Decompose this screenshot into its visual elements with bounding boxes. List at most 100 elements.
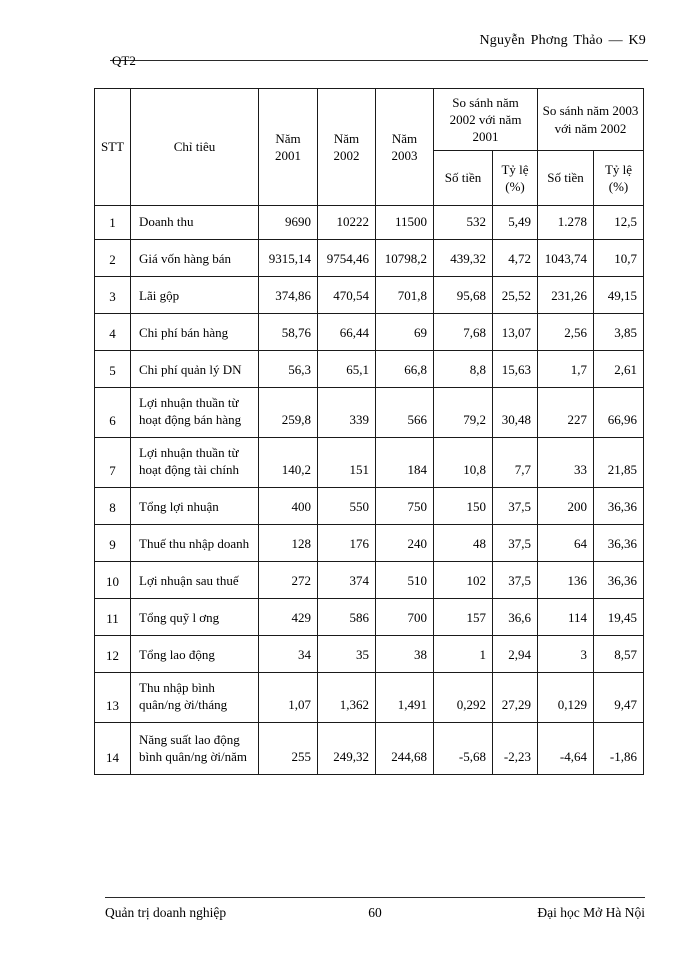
cell-so-tien-03-vs-02: 114 xyxy=(537,598,594,636)
cell-ty-le-02-vs-01: 30,48 xyxy=(492,387,538,438)
cell-stt: 10 xyxy=(94,561,131,599)
cell-so-tien-02-vs-01: 439,32 xyxy=(433,239,493,277)
cell-ty-le-02-vs-01: 2,94 xyxy=(492,635,538,673)
cell-so-tien-02-vs-01: 48 xyxy=(433,524,493,562)
cell-so-tien-02-vs-01: -5,68 xyxy=(433,722,493,775)
cell-nam-2001: 374,86 xyxy=(258,276,318,314)
cell-chi-tieu: Chi phí bán hàng xyxy=(130,313,259,351)
table-row: 5 Chi phí quản lý DN 56,3 65,1 66,8 8,8 15,63 1… xyxy=(94,350,644,388)
cell-ty-le-03-vs-02: 12,5 xyxy=(593,205,644,240)
cell-stt: 8 xyxy=(94,487,131,525)
cell-so-tien-03-vs-02: 0,129 xyxy=(537,672,594,723)
cell-nam-2001: 259,8 xyxy=(258,387,318,438)
header-stt: STT xyxy=(94,88,131,206)
header-rule xyxy=(110,60,648,61)
cell-so-tien-02-vs-01: 95,68 xyxy=(433,276,493,314)
cell-nam-2003: 566 xyxy=(375,387,434,438)
table-row: 2 Giá vốn hàng bán 9315,14 9754,46 10798,2 43… xyxy=(94,239,644,277)
cell-ty-le-03-vs-02: 3,85 xyxy=(593,313,644,351)
cell-so-tien-03-vs-02: 1043,74 xyxy=(537,239,594,277)
cell-nam-2002: 66,44 xyxy=(317,313,376,351)
cell-stt: 13 xyxy=(94,672,131,723)
cell-ty-le-03-vs-02: 9,47 xyxy=(593,672,644,723)
cell-so-tien-03-vs-02: 231,26 xyxy=(537,276,594,314)
header-chi-tieu: Chỉ tiêu xyxy=(130,88,259,206)
page-footer: Quản trị doanh nghiệp 60 Đại học Mở Hà N… xyxy=(105,905,645,921)
cell-so-tien-03-vs-02: 136 xyxy=(537,561,594,599)
cell-chi-tieu: Tổng lao động xyxy=(130,635,259,673)
cell-chi-tieu: Lợi nhuận sau thuế xyxy=(130,561,259,599)
cell-nam-2002: 10222 xyxy=(317,205,376,240)
footer-course-title: Quản trị doanh nghiệp xyxy=(105,905,227,920)
cell-so-tien-03-vs-02: 227 xyxy=(537,387,594,438)
cell-stt: 6 xyxy=(94,387,131,438)
cell-ty-le-02-vs-01: 37,5 xyxy=(492,561,538,599)
cell-nam-2003: 38 xyxy=(375,635,434,673)
cell-ty-le-02-vs-01: 5,49 xyxy=(492,205,538,240)
cell-stt: 11 xyxy=(94,598,131,636)
page-header-doc-code: QT2 xyxy=(112,53,136,68)
cell-nam-2002: 249,32 xyxy=(317,722,376,775)
cell-nam-2002: 9754,46 xyxy=(317,239,376,277)
cell-nam-2002: 550 xyxy=(317,487,376,525)
cell-nam-2003: 701,8 xyxy=(375,276,434,314)
cell-nam-2002: 176 xyxy=(317,524,376,562)
cell-ty-le-02-vs-01: 4,72 xyxy=(492,239,538,277)
cell-ty-le-03-vs-02: 21,85 xyxy=(593,437,644,488)
cell-chi-tieu: Thu nhập bình quân/ng ời/tháng xyxy=(130,672,259,723)
table-row: 7 Lợi nhuận thuần từ hoạt động tài chính 1… xyxy=(94,437,644,488)
cell-ty-le-02-vs-01: 15,63 xyxy=(492,350,538,388)
cell-ty-le-03-vs-02: 49,15 xyxy=(593,276,644,314)
cell-so-tien-03-vs-02: 64 xyxy=(537,524,594,562)
cell-so-tien-02-vs-01: 102 xyxy=(433,561,493,599)
cell-nam-2003: 240 xyxy=(375,524,434,562)
cell-ty-le-02-vs-01: -2,23 xyxy=(492,722,538,775)
cell-chi-tieu: Lãi gộp xyxy=(130,276,259,314)
cell-ty-le-03-vs-02: 36,36 xyxy=(593,524,644,562)
cell-chi-tieu: Tổng quỹ l ơng xyxy=(130,598,259,636)
footer-rule xyxy=(105,897,645,898)
cell-stt: 4 xyxy=(94,313,131,351)
cell-nam-2003: 69 xyxy=(375,313,434,351)
cell-nam-2002: 374 xyxy=(317,561,376,599)
cell-nam-2003: 10798,2 xyxy=(375,239,434,277)
cell-nam-2003: 11500 xyxy=(375,205,434,240)
header-nam-2001: Năm 2001 xyxy=(258,88,318,206)
header-nam-2002: Năm 2002 xyxy=(317,88,376,206)
table-row: 3 Lãi gộp 374,86 470,54 701,8 95,68 25,52 231,2… xyxy=(94,276,644,314)
cell-nam-2001: 34 xyxy=(258,635,318,673)
cell-so-tien-02-vs-01: 0,292 xyxy=(433,672,493,723)
cell-stt: 3 xyxy=(94,276,131,314)
cell-nam-2003: 700 xyxy=(375,598,434,636)
table-row: 12 Tổng lao động 34 35 38 1 2,94 3 8,57 xyxy=(94,635,644,673)
cell-nam-2002: 470,54 xyxy=(317,276,376,314)
cell-ty-le-02-vs-01: 27,29 xyxy=(492,672,538,723)
cell-nam-2002: 151 xyxy=(317,437,376,488)
cell-so-tien-02-vs-01: 150 xyxy=(433,487,493,525)
cell-so-tien-02-vs-01: 8,8 xyxy=(433,350,493,388)
cell-nam-2002: 339 xyxy=(317,387,376,438)
cell-so-tien-02-vs-01: 1 xyxy=(433,635,493,673)
table-row: 13 Thu nhập bình quân/ng ời/tháng 1,07 1,36… xyxy=(94,672,644,723)
cell-so-tien-02-vs-01: 157 xyxy=(433,598,493,636)
cell-ty-le-03-vs-02: 66,96 xyxy=(593,387,644,438)
cell-ty-le-02-vs-01: 13,07 xyxy=(492,313,538,351)
table-row: 1 Doanh thu 9690 10222 11500 532 5,49 1.278 12,5 xyxy=(94,205,644,240)
header-ty-le-2: Tỷ lệ (%) xyxy=(593,150,644,206)
header-group-2003-vs-2002: So sánh năm 2003 với năm 2002 xyxy=(537,88,644,151)
table-header: STT Chỉ tiêu Năm 2001 Năm 2002 Năm 2003 … xyxy=(94,88,644,206)
table-row: 10 Lợi nhuận sau thuế 272 374 510 102 37,5 136 3… xyxy=(94,561,644,599)
cell-ty-le-03-vs-02: 36,36 xyxy=(593,487,644,525)
cell-nam-2003: 184 xyxy=(375,437,434,488)
cell-chi-tieu: Lợi nhuận thuần từ hoạt động tài chính xyxy=(130,437,259,488)
header-ty-le-1: Tỷ lệ (%) xyxy=(492,150,538,206)
cell-so-tien-03-vs-02: 1.278 xyxy=(537,205,594,240)
cell-ty-le-03-vs-02: -1,86 xyxy=(593,722,644,775)
cell-stt: 5 xyxy=(94,350,131,388)
header-group-2002-vs-2001: So sánh năm 2002 với năm 2001 xyxy=(433,88,538,151)
cell-so-tien-02-vs-01: 7,68 xyxy=(433,313,493,351)
table-row: 8 Tổng lợi nhuận 400 550 750 150 37,5 200 36,36 xyxy=(94,487,644,525)
cell-so-tien-02-vs-01: 10,8 xyxy=(433,437,493,488)
cell-nam-2001: 140,2 xyxy=(258,437,318,488)
cell-stt: 12 xyxy=(94,635,131,673)
